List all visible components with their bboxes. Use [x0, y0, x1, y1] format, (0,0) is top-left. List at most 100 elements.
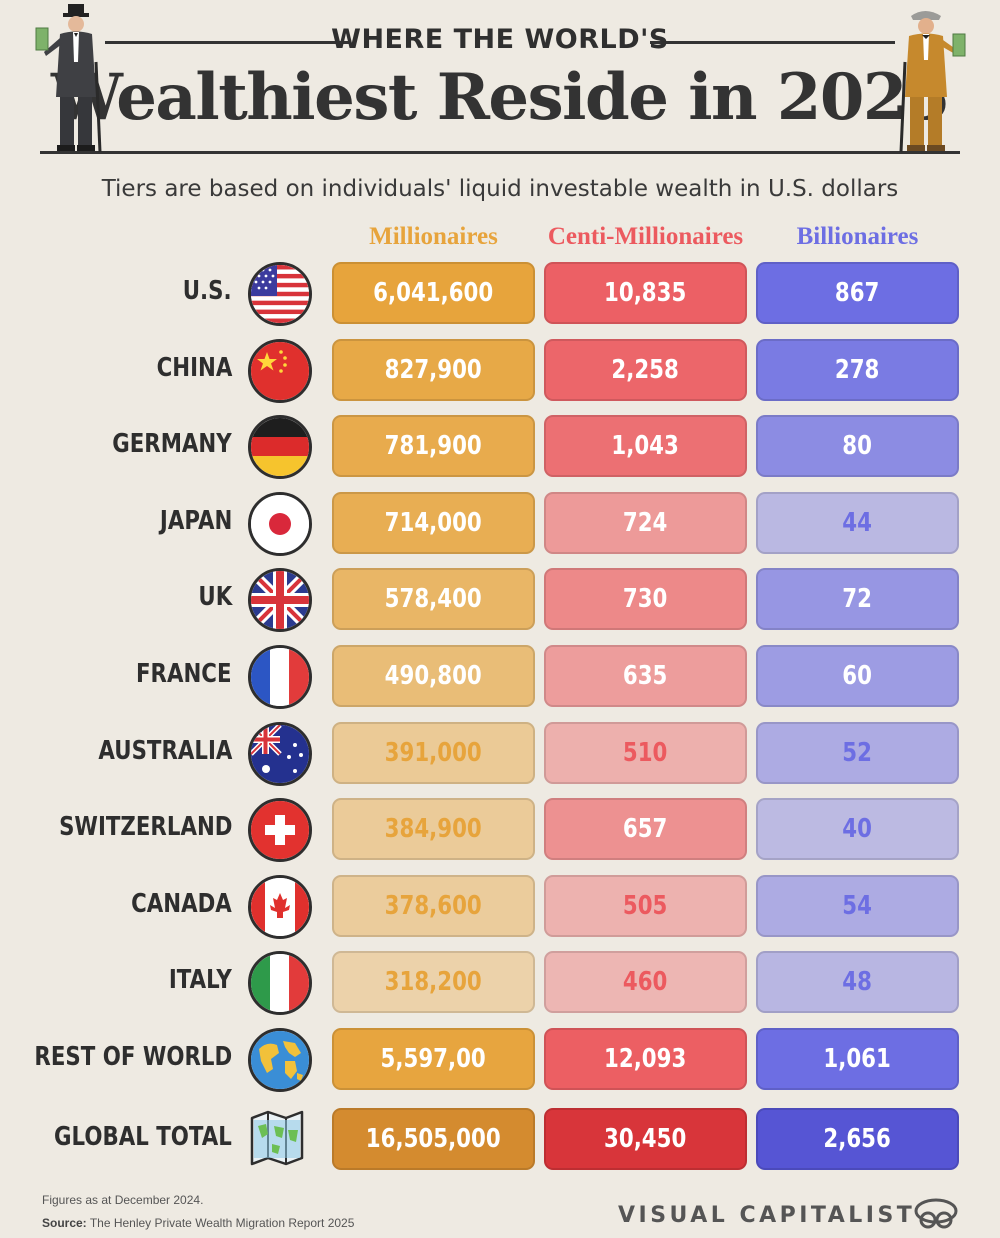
title-rule-bottom: [40, 151, 960, 154]
value-cell-millionaires: 391,000: [332, 722, 535, 784]
table-row: FRANCE 490,800 635 60: [0, 645, 1000, 709]
value-cell-centi-millionaires: 12,093: [544, 1028, 747, 1090]
france-flag-icon: [248, 645, 312, 709]
cell-value: 635: [623, 661, 668, 691]
value-cell-billionaires: 867: [756, 262, 959, 324]
table-row: REST OF WORLD 5,597,00 12,093 1,061: [0, 1028, 1000, 1092]
country-label: ITALY: [168, 965, 232, 995]
source-label: Source:: [42, 1216, 87, 1230]
cell-value: 80: [842, 431, 873, 461]
cell-value: 1,061: [823, 1044, 892, 1074]
page-title: Wealthiest Reside in 2025: [51, 60, 950, 135]
value-cell-billionaires: 48: [756, 951, 959, 1013]
country-label: U.S.: [183, 276, 232, 306]
cell-value: 2,656: [823, 1124, 892, 1154]
wealthy-man-right-illustration: [899, 11, 966, 153]
map-icon: [248, 1108, 312, 1172]
cell-value: 1,043: [611, 431, 680, 461]
cell-value: 510: [623, 738, 668, 768]
value-cell-billionaires: 52: [756, 722, 959, 784]
country-label: FRANCE: [136, 659, 232, 689]
cell-value: 867: [835, 278, 880, 308]
table-row: ITALY 318,200 460 48: [0, 951, 1000, 1015]
country-label: GERMANY: [112, 429, 232, 459]
source-line: Source: The Henley Private Wealth Migrat…: [42, 1216, 354, 1230]
value-cell-centi-millionaires: 460: [544, 951, 747, 1013]
cell-value: 384,900: [384, 814, 483, 844]
value-cell-centi-millionaires: 510: [544, 722, 747, 784]
value-cell-millionaires: 384,900: [332, 798, 535, 860]
source-text: The Henley Private Wealth Migration Repo…: [89, 1216, 355, 1230]
value-cell-millionaires: 578,400: [332, 568, 535, 630]
value-cell-centi-millionaires: 505: [544, 875, 747, 937]
value-cell-centi-millionaires: 1,043: [544, 415, 747, 477]
country-label: CANADA: [131, 889, 232, 919]
japan-flag-icon: [248, 492, 312, 556]
cell-value: 657: [623, 814, 668, 844]
cell-value: 40: [842, 814, 873, 844]
cell-value: 378,600: [384, 891, 483, 921]
header: WHERE THE WORLD'S Wealthiest Reside in 2…: [0, 0, 1000, 165]
cell-value: 460: [623, 967, 668, 997]
cell-value: 490,800: [384, 661, 483, 691]
value-cell-billionaires: 60: [756, 645, 959, 707]
table-row: CANADA 378,600 505 54: [0, 875, 1000, 939]
visual-capitalist-logo-icon: [914, 1198, 958, 1229]
value-cell-millionaires: 378,600: [332, 875, 535, 937]
value-cell-millionaires: 714,000: [332, 492, 535, 554]
cell-value: 10,835: [604, 278, 687, 308]
value-cell-millionaires: 16,505,000: [332, 1108, 535, 1170]
value-cell-millionaires: 6,041,600: [332, 262, 535, 324]
cell-value: 16,505,000: [366, 1124, 501, 1154]
brand-name: VISUAL CAPITALIST: [618, 1203, 916, 1228]
cell-value: 52: [842, 738, 873, 768]
switzerland-flag-icon: [248, 798, 312, 862]
table-row: U.S. 6,041,600 10,835 867: [0, 262, 1000, 326]
cell-value: 6,041,600: [373, 278, 494, 308]
footnote: Figures as at December 2024.: [42, 1193, 204, 1207]
globe-icon: [248, 1028, 312, 1092]
value-cell-millionaires: 827,900: [332, 339, 535, 401]
value-cell-centi-millionaires: 10,835: [544, 262, 747, 324]
value-cell-billionaires: 278: [756, 339, 959, 401]
value-cell-centi-millionaires: 2,258: [544, 339, 747, 401]
column-header-centi-millionaires: Centi-Millionaires: [547, 223, 744, 250]
cell-value: 12,093: [604, 1044, 687, 1074]
cell-value: 54: [842, 891, 873, 921]
table-row: AUSTRALIA 391,000 510 52: [0, 722, 1000, 786]
column-header-millionaires: Millionaires: [369, 223, 498, 250]
value-cell-billionaires: 1,061: [756, 1028, 959, 1090]
country-label: JAPAN: [159, 506, 232, 536]
table-row: GLOBAL TOTAL 16,505,000 30,450 2,656: [0, 1108, 1000, 1170]
cell-value: 30,450: [604, 1124, 687, 1154]
value-cell-billionaires: 80: [756, 415, 959, 477]
cell-value: 48: [842, 967, 873, 997]
value-cell-millionaires: 318,200: [332, 951, 535, 1013]
us-flag-icon: [248, 262, 312, 326]
cell-value: 2,258: [611, 355, 680, 385]
kicker: WHERE THE WORLD'S: [331, 24, 669, 55]
value-cell-centi-millionaires: 657: [544, 798, 747, 860]
country-label: SWITZERLAND: [58, 812, 232, 842]
subtitle: Tiers are based on individuals' liquid i…: [101, 176, 899, 202]
value-cell-centi-millionaires: 30,450: [544, 1108, 747, 1170]
value-cell-centi-millionaires: 730: [544, 568, 747, 630]
cell-value: 278: [835, 355, 880, 385]
table-row: SWITZERLAND 384,900 657 40: [0, 798, 1000, 862]
table-row: CHINA 827,900 2,258 278: [0, 339, 1000, 403]
country-label: REST OF WORLD: [34, 1042, 232, 1072]
australia-flag-icon: [248, 722, 312, 786]
value-cell-billionaires: 40: [756, 798, 959, 860]
value-cell-billionaires: 72: [756, 568, 959, 630]
germany-flag-icon: [248, 415, 312, 479]
uk-flag-icon: [248, 568, 312, 632]
cell-value: 44: [842, 508, 873, 538]
country-label: UK: [198, 582, 232, 612]
italy-flag-icon: [248, 951, 312, 1015]
cell-value: 827,900: [384, 355, 483, 385]
canada-flag-icon: [248, 875, 312, 939]
country-label: AUSTRALIA: [98, 736, 232, 766]
country-label: GLOBAL TOTAL: [54, 1122, 232, 1152]
table-row: UK 578,400 730 72: [0, 568, 1000, 632]
country-label: CHINA: [156, 353, 232, 383]
